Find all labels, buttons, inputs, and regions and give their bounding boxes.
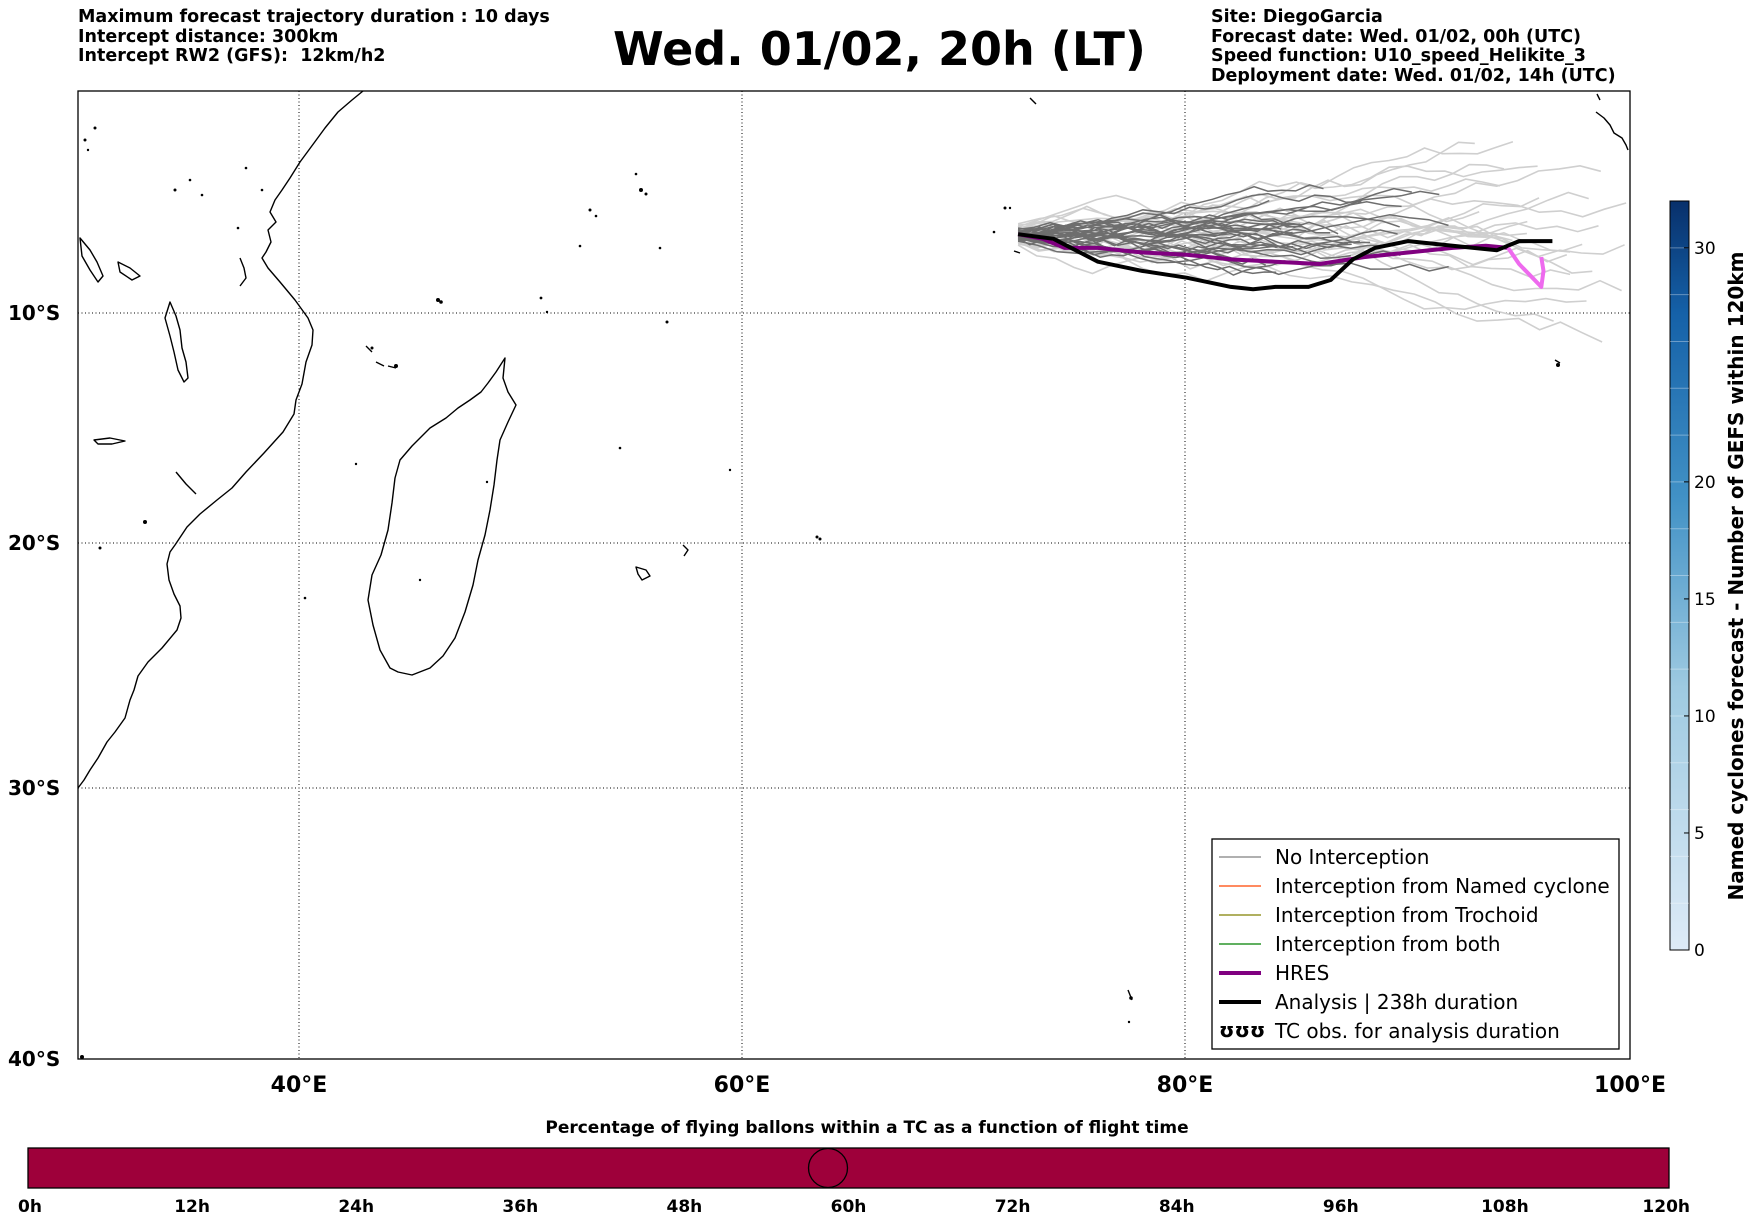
longitude-labels: 40°E 60°E 80°E 100°E: [271, 1073, 1666, 1098]
header-right: Site: DiegoGarcia Forecast date: Wed. 01/…: [1211, 7, 1616, 86]
gefs-member-no-interception: [1017, 192, 1362, 236]
legend: No Interception Interception from Named c…: [1211, 838, 1620, 1050]
lat-label-40s: 40°S: [8, 1047, 60, 1071]
intercept-distance-text: Intercept distance: 300km: [78, 26, 339, 47]
colorbar-tick-label: 30: [1694, 239, 1716, 259]
colorbar-tick-label: 20: [1694, 473, 1716, 493]
site-island: [1013, 250, 1021, 254]
lat-label-30s: 30°S: [8, 776, 60, 800]
time-tick-label: 0h: [18, 1197, 42, 1217]
time-tick-label: 84h: [1159, 1197, 1195, 1217]
colorbar-tick-label: 10: [1694, 707, 1716, 727]
colorbar-gradient: [1669, 200, 1690, 951]
time-tick-label: 24h: [338, 1197, 374, 1217]
lake-tanganyika: [79, 237, 104, 283]
lon-label-80e: 80°E: [1157, 1073, 1214, 1098]
time-marker-circle: [807, 1147, 849, 1189]
trajectory-series: [1017, 232, 1553, 292]
lat-label-20s: 20°S: [8, 531, 60, 555]
gefs-member-no-interception: [1017, 220, 1339, 243]
time-tick-label: 120h: [1642, 1197, 1690, 1217]
legend-label: HRES: [1275, 961, 1329, 985]
africa-coastline: [77, 90, 364, 789]
coastlines: [77, 90, 1629, 1001]
speed-function-text: Speed function: U10_speed_Helikite_3: [1211, 46, 1586, 66]
header-left: Maximum forecast trajectory duration : 1…: [78, 7, 550, 67]
latitude-labels: 10°S 20°S 30°S 40°S: [8, 301, 60, 1071]
legend-label: No Interception: [1275, 845, 1429, 869]
forecast-date-text: Forecast date: Wed. 01/02, 00h (UTC): [1211, 26, 1582, 47]
legend-box: [1211, 838, 1620, 1050]
legend-label: Interception from Trochoid: [1275, 903, 1539, 927]
legend-label: Interception from Named cyclone: [1275, 874, 1610, 898]
legend-item: HRES: [1219, 961, 1329, 985]
colorbar: 0 5 10 15 20 30 Named cyclones forecast - Num…: [1669, 200, 1748, 961]
gefs-member-no-interception: [1017, 229, 1267, 266]
analysis-trajectory: [1017, 232, 1553, 292]
lon-label-60e: 60°E: [714, 1073, 771, 1098]
small-islands: [80, 126, 1560, 1059]
colorbar-label: Named cyclones forecast - Number of GEFS…: [1724, 252, 1748, 901]
gefs-member-late: [1018, 234, 1603, 343]
gefs-trajectories-no-interception: [1017, 184, 1449, 276]
gefs-member-no-interception: [1017, 232, 1360, 249]
map-frame: [77, 90, 1631, 1060]
legend-item: No Interception: [1219, 845, 1429, 869]
legend-item: Interception from Trochoid: [1219, 903, 1539, 927]
colorbar-tick-label: 0: [1694, 941, 1705, 961]
gefs-member-late: [1017, 197, 1540, 275]
intercept-rw2-text: Intercept RW2 (GFS): 12km/h2: [78, 46, 386, 66]
time-bar-title: Percentage of flying ballons within a TC…: [545, 1118, 1188, 1138]
legend-label: Analysis | 238h duration: [1275, 990, 1518, 1014]
madagascar-coastline: [367, 357, 517, 676]
legend-item: ʊʊʊ TC obs. for analysis duration: [1219, 1018, 1560, 1043]
time-tick-label: 108h: [1481, 1197, 1529, 1217]
page-title: Wed. 01/02, 20h (LT): [613, 22, 1146, 76]
legend-label: Interception from both: [1275, 932, 1501, 956]
lon-label-40e: 40°E: [271, 1073, 328, 1098]
time-tick-label: 48h: [667, 1197, 703, 1217]
grid-lines: [78, 91, 1630, 1059]
comoros: [365, 345, 397, 369]
legend-item: Analysis | 238h duration: [1219, 990, 1518, 1014]
legend-item: Interception from Named cyclone: [1219, 874, 1610, 898]
colorbar-tick-label: 15: [1694, 590, 1716, 610]
time-tick-label: 36h: [502, 1197, 538, 1217]
hres-late-segment: [1506, 246, 1546, 289]
lake-malawi: [164, 301, 189, 383]
time-tick-label: 96h: [1323, 1197, 1359, 1217]
lon-label-100e: 100°E: [1594, 1073, 1666, 1098]
lat-label-10s: 10°S: [8, 301, 60, 325]
flight-time-bar: Percentage of flying ballons within a TC…: [18, 1118, 1690, 1217]
colorbar-tick-label: 5: [1694, 824, 1705, 844]
time-tick-label: 72h: [995, 1197, 1031, 1217]
gefs-member-no-interception: [1018, 213, 1449, 240]
site-text: Site: DiegoGarcia: [1211, 7, 1383, 27]
time-bar-fill: [27, 1147, 1670, 1189]
time-tick-label: 12h: [174, 1197, 210, 1217]
tc-obs-symbol-icon: ʊʊʊ: [1219, 1018, 1265, 1042]
legend-label: TC obs. for analysis duration: [1274, 1019, 1560, 1043]
time-tick-label: 60h: [831, 1197, 867, 1217]
max-duration-text: Maximum forecast trajectory duration : 1…: [78, 7, 550, 27]
deployment-date-text: Deployment date: Wed. 01/02, 14h (UTC): [1211, 65, 1616, 86]
legend-item: Interception from both: [1219, 932, 1501, 956]
gefs-member-late: [1017, 178, 1501, 234]
